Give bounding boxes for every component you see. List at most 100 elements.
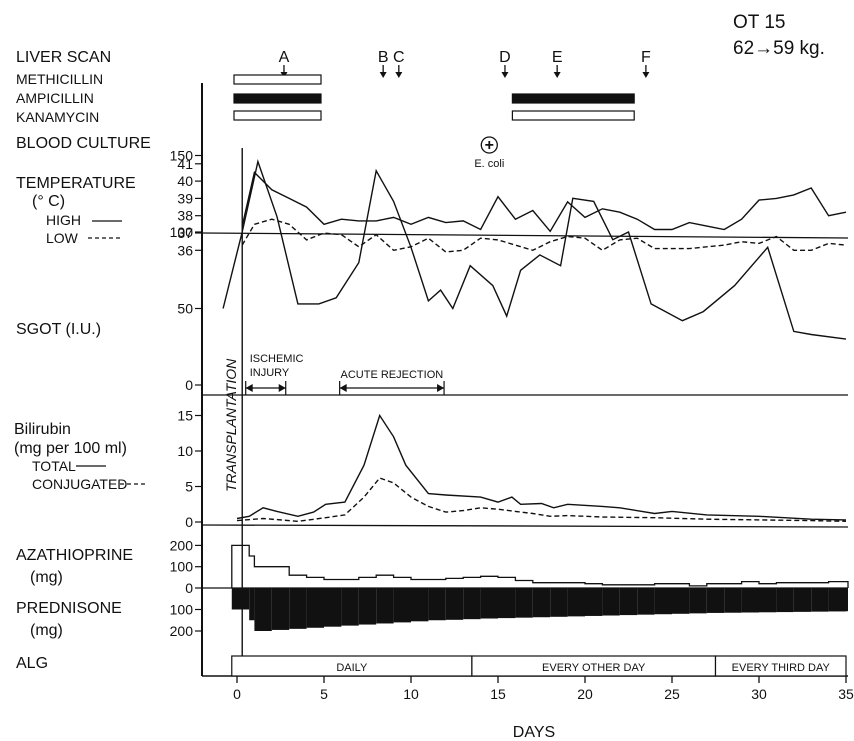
x-tick-label: 25 <box>664 686 680 702</box>
prednisone-label: PREDNISONE <box>16 600 122 617</box>
liver-scan-d-letter: D <box>499 49 511 66</box>
azathioprine-y-tick-label: 100 <box>170 559 194 575</box>
bilirubin-y-tick-label: 0 <box>185 514 193 530</box>
x-tick-label: 5 <box>320 686 328 702</box>
temp-high-legend-label: HIGH <box>46 212 81 228</box>
kanamycin-bar <box>511 110 635 121</box>
ampicillin-bar <box>511 93 635 104</box>
bilirubin-total-line <box>236 413 847 521</box>
temperature-high-line <box>241 171 847 233</box>
ischemic-injury-arrow-right-head <box>278 384 286 392</box>
prednisone-bar <box>463 588 481 620</box>
alg-segment-label-3: EVERY THIRD DAY <box>732 662 831 674</box>
prednisone-bar <box>428 588 446 621</box>
prednisone-bar <box>498 588 516 619</box>
x-axis-title: DAYS <box>513 724 555 741</box>
x-tick-label: 30 <box>751 686 767 702</box>
temperature-y-tick-label: 38 <box>177 208 193 224</box>
temperature-label: TEMPERATURE <box>16 175 136 192</box>
prednisone-bar <box>515 588 533 618</box>
prednisone-unit: (mg) <box>30 622 63 639</box>
kanamycin-bar <box>233 110 322 121</box>
temperature-y-tick-label: 40 <box>177 173 193 189</box>
alg-label: ALG <box>16 655 48 672</box>
temperature-y-tick-label: 41 <box>177 156 193 172</box>
sgot-y-tick-label: 50 <box>177 301 193 317</box>
temperature-y-tick-label: 37 <box>177 225 193 241</box>
prednisone-bar <box>411 588 429 622</box>
sgot-y-tick-label: 0 <box>185 377 193 393</box>
prednisone-bar <box>393 588 411 623</box>
sgot-line <box>222 159 847 340</box>
prednisone-bar <box>341 588 359 626</box>
prednisone-bar <box>480 588 498 619</box>
liver-scan-d-arrow-head <box>501 72 509 78</box>
patient-id: OT 15 <box>733 12 785 33</box>
bilirubin-label: Bilirubin <box>14 421 71 438</box>
prednisone-bar <box>585 588 603 616</box>
azathioprine-y-tick-label: 0 <box>185 580 193 596</box>
prednisone-bar <box>532 588 551 618</box>
prednisone-bar <box>724 588 742 613</box>
bilirubin-y-tick-label: 10 <box>177 443 193 459</box>
temperature-unit: (° C) <box>32 193 65 210</box>
acute-rejection-label: ACUTE REJECTION <box>341 369 444 381</box>
chart-marks: 0 5 10 15 20 25 30 3536373839404105010015005101… <box>170 49 854 702</box>
ischemic-injury-arrow-left-head <box>245 384 253 392</box>
prednisone-bar <box>776 588 794 613</box>
liver-scan-c-arrow-head <box>395 72 403 78</box>
prednisone-bar <box>254 588 272 631</box>
blood-culture-organism: E. coli <box>474 158 504 170</box>
liver-scan-f-arrow-head <box>642 72 650 78</box>
prednisone-bar <box>654 588 672 615</box>
alg-segment-label-2: EVERY OTHER DAY <box>542 662 646 674</box>
prednisone-bar <box>445 588 464 620</box>
azathioprine-label: AZATHIOPRINE <box>16 547 133 564</box>
azathioprine-step-line <box>231 544 849 588</box>
ischemic-injury-label-line1: ISCHEMIC <box>250 353 304 365</box>
bili-total-legend-label: TOTAL <box>32 458 76 474</box>
ampicillin-label: AMPICILLIN <box>16 90 94 106</box>
sgot-label: SGOT (I.U.) <box>16 321 101 338</box>
liver-scan-e-letter: E <box>552 49 563 66</box>
prednisone-bar <box>289 588 307 629</box>
prednisone-bar <box>846 588 848 612</box>
prednisone-bar <box>602 588 620 616</box>
prednisone-bar <box>689 588 707 614</box>
temperature-y-tick-label: 39 <box>177 190 193 206</box>
liver-scan-e-arrow-head <box>553 72 561 78</box>
alg-segment-label-1: DAILY <box>336 662 368 674</box>
liver-scan-a-letter: A <box>279 49 290 66</box>
x-tick-label: 20 <box>577 686 593 702</box>
prednisone-bar <box>741 588 759 613</box>
prednisone-bar <box>793 588 812 612</box>
prednisone-bar <box>811 588 829 612</box>
acute-rejection-arrow-right-head <box>437 384 445 392</box>
prednisone-bar <box>358 588 377 625</box>
prednisone-y-tick-label: 200 <box>170 623 194 639</box>
prednisone-bar <box>706 588 725 613</box>
alg-segment-3 <box>714 655 847 677</box>
prednisone-bar <box>249 588 255 621</box>
temperature-low-line <box>241 218 847 253</box>
weight-label: 62→59 kg. <box>733 38 825 59</box>
bilirubin-unit: (mg per 100 ml) <box>14 440 127 457</box>
prednisone-bar <box>550 588 568 617</box>
transplantation-label: TRANSPLANTATION <box>223 358 239 492</box>
blood-culture-marker <box>480 136 498 154</box>
ischemic-injury-label-line2: INJURY <box>250 367 290 379</box>
prednisone-bar <box>306 588 324 628</box>
bilirubin-zero-line <box>201 524 849 528</box>
liver-scan-b-arrow-head <box>379 72 387 78</box>
methicillin-label: METHICILLIN <box>16 71 103 87</box>
prednisone-bar <box>672 588 690 614</box>
prednisone-bar <box>637 588 655 615</box>
sgot-y-tick-label: 150 <box>170 148 194 164</box>
x-tick-label: 35 <box>838 686 854 702</box>
liver-scan-b-letter: B <box>378 49 389 66</box>
liver-scan-c-letter: C <box>393 49 405 66</box>
temp-low-legend-label: LOW <box>46 230 79 246</box>
bilirubin-y-tick-label: 15 <box>177 408 193 424</box>
prednisone-y-tick-label: 100 <box>170 602 194 618</box>
